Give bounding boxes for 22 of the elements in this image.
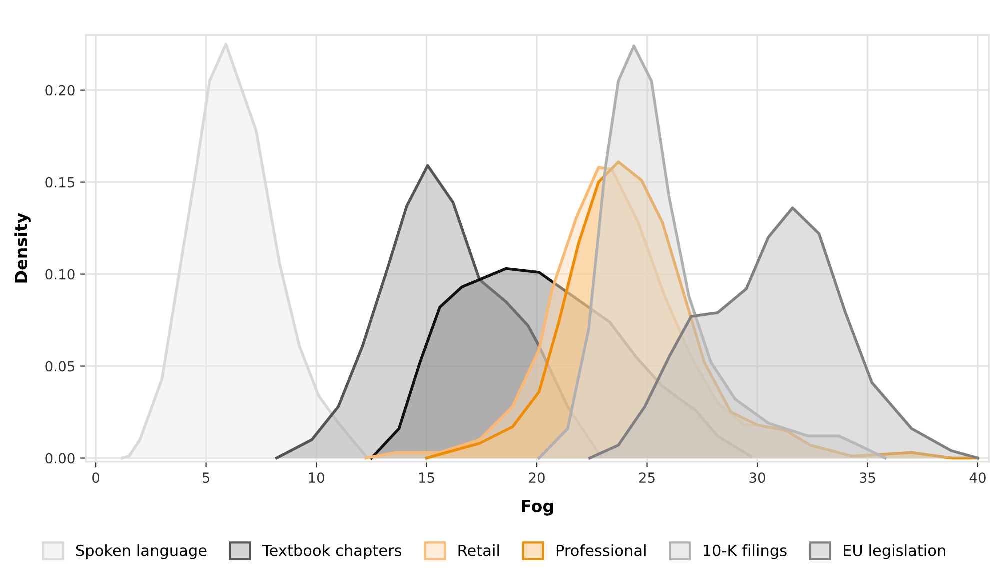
y-axis-title: Density [14,213,31,283]
legend-label: Retail [458,544,500,556]
x-tick-label: 40 [970,472,986,484]
x-axis-title: Fog [522,500,554,516]
y-tick-label: 0.10 [46,269,75,280]
x-tick-label: 10 [309,472,324,484]
legend-label: Professional [556,544,646,556]
x-tick-label: 0 [92,472,100,484]
x-tick-label: 20 [529,472,545,484]
legend-label: Spoken language [76,544,207,560]
legend-label: Textbook chapters [262,544,402,560]
y-tick-label: 0.15 [46,177,74,188]
x-tick-label: 25 [639,472,655,484]
y-tick-label: 0.00 [46,453,75,464]
x-tick-label: 30 [750,472,766,484]
x-tick-label: 15 [419,472,434,484]
legend-label: EU legislation [844,544,946,560]
x-tick-label: 35 [860,472,876,484]
y-tick-label: 0.05 [46,361,74,372]
x-tick-label: 5 [202,472,210,484]
legend-label: 10-K filings [704,544,787,560]
y-tick-label: 0.20 [46,85,75,96]
